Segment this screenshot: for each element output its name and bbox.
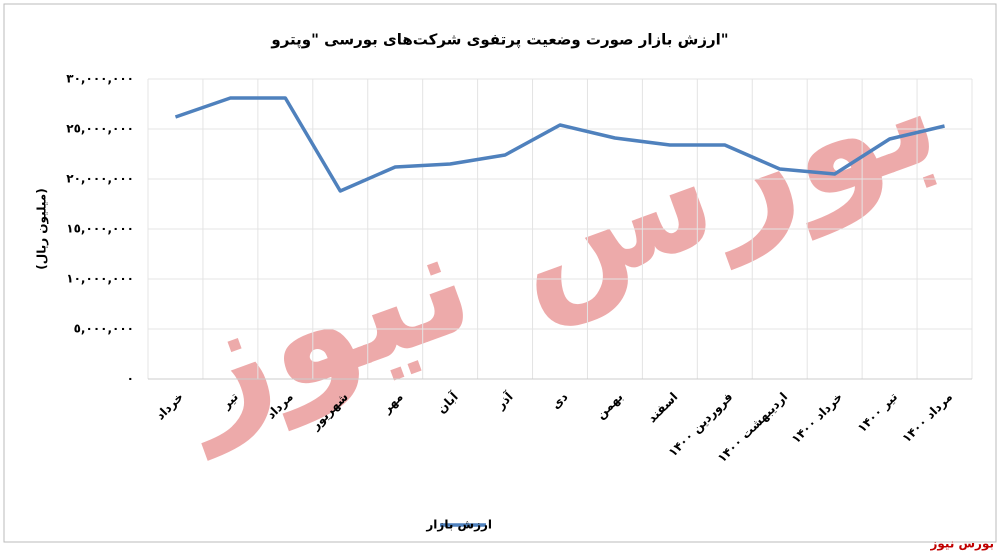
- credit: بورس نیوز: [929, 537, 994, 552]
- y-tick-label: ١٥,٠٠٠,٠٠٠: [66, 222, 134, 236]
- chart-frame: [3, 3, 997, 543]
- y-tick-label: ٥,٠٠٠,٠٠٠: [74, 322, 134, 336]
- line-series: [174, 96, 945, 193]
- y-tick-label: ٣٠,٠٠٠,٠٠٠: [66, 72, 134, 86]
- y-axis-title: (میلیون ریال): [35, 188, 50, 269]
- chart-title: ارزش بازار صورت وضعیت پرتفوی شرکت‌های بو…: [270, 31, 728, 50]
- legend-label: ارزش بازار: [425, 518, 492, 532]
- y-tick-label: ٠: [127, 372, 134, 386]
- y-tick-label: ٢٥,٠٠٠,٠٠٠: [66, 122, 134, 136]
- y-tick-label: ١٠,٠٠٠,٠٠٠: [66, 272, 134, 286]
- y-tick-label: ٢٠,٠٠٠,٠٠٠: [66, 172, 134, 186]
